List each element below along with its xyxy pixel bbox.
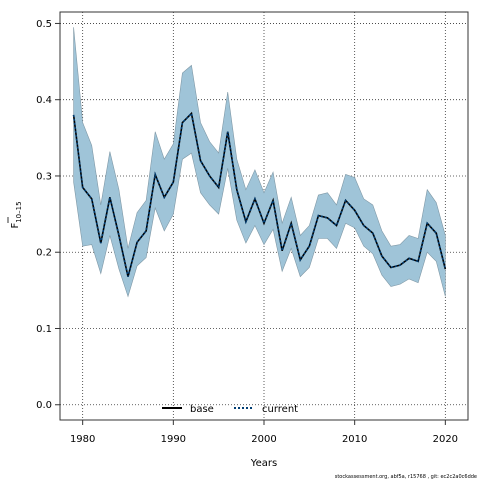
- y-axis-title-sub: 10–15: [15, 201, 23, 222]
- legend-label-base: base: [190, 404, 214, 415]
- x-tick-label: 2000: [251, 434, 276, 445]
- y-tick-label: 0.0: [36, 400, 52, 411]
- confidence-band-layer: [73, 27, 446, 298]
- y-tick-label: 0.4: [36, 95, 52, 106]
- confidence-band: [73, 27, 446, 298]
- x-tick-label: 2010: [342, 434, 367, 445]
- axes: 1980 1990 2000 2010 2020 0.0 0.1 0.2 0.3 0.4 0.5: [36, 11, 469, 445]
- series-line-current: [72, 111, 447, 277]
- series-lines-layer: [72, 111, 447, 277]
- x-tick-label: 2020: [433, 434, 458, 445]
- y-axis-title-main: F: [10, 223, 21, 229]
- y-tick-label: 0.5: [36, 19, 52, 30]
- y-tick-label: 0.2: [36, 248, 52, 259]
- y-tick-label: 0.3: [36, 171, 52, 182]
- footer-text: stockassessment.org, abf5a, r15768 , git…: [335, 474, 477, 480]
- legend-label-current: current: [262, 404, 298, 415]
- y-tick-label: 0.1: [36, 324, 52, 335]
- y-axis-title: F10–15: [7, 201, 23, 229]
- legend: base current: [162, 404, 298, 415]
- svg-text:F10–15: F10–15: [10, 201, 23, 228]
- x-tick-label: 1980: [70, 434, 95, 445]
- x-tick-label: 1990: [161, 434, 186, 445]
- x-axis-title: Years: [250, 458, 277, 469]
